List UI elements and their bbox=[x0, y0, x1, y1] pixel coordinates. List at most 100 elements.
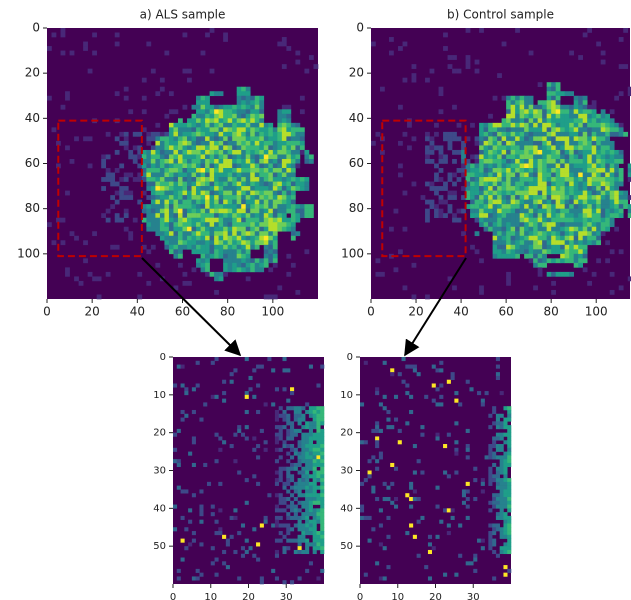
heatmap-cell bbox=[259, 227, 264, 232]
heatmap-cell bbox=[264, 145, 269, 150]
heatmap-cell bbox=[320, 448, 324, 452]
heatmap-cell bbox=[551, 236, 556, 241]
heatmap-cell bbox=[443, 159, 448, 164]
heatmap-cell bbox=[497, 186, 502, 191]
heatmap-cell bbox=[425, 159, 430, 164]
heatmap-cell bbox=[218, 527, 222, 531]
heatmap-cell bbox=[434, 164, 439, 169]
heatmap-cell bbox=[592, 154, 597, 159]
heatmap-cell bbox=[574, 159, 579, 164]
heatmap-cell bbox=[503, 452, 507, 456]
heatmap-cell bbox=[430, 186, 435, 191]
heatmap-cell bbox=[228, 118, 233, 123]
heatmap-cell bbox=[173, 240, 178, 245]
x-tick-label: 20 bbox=[242, 592, 255, 600]
heatmap-cell bbox=[462, 489, 466, 493]
heatmap-cell bbox=[379, 523, 383, 527]
heatmap-cell bbox=[119, 186, 124, 191]
heatmap-cell bbox=[520, 182, 525, 187]
heatmap-cell bbox=[583, 218, 588, 223]
heatmap-cell bbox=[250, 267, 255, 272]
heatmap-cell bbox=[421, 195, 426, 200]
heatmap-cell bbox=[511, 177, 516, 182]
heatmap-cell bbox=[520, 213, 525, 218]
heatmap-cell bbox=[493, 222, 498, 227]
heatmap-cell bbox=[301, 523, 305, 527]
heatmap-cell bbox=[275, 523, 279, 527]
heatmap-cell bbox=[201, 231, 206, 236]
heatmap-cell bbox=[515, 105, 520, 110]
heatmap-cell bbox=[83, 42, 88, 47]
heatmap-cell bbox=[305, 482, 309, 486]
heatmap-cell bbox=[298, 444, 302, 448]
heatmap-cell bbox=[279, 425, 283, 429]
heatmap-cell bbox=[205, 245, 210, 250]
heatmap-cell bbox=[587, 114, 592, 119]
heatmap-cell bbox=[368, 516, 372, 520]
heatmap-cell bbox=[601, 186, 606, 191]
heatmap-cell bbox=[596, 173, 601, 178]
heatmap-cell bbox=[524, 96, 529, 101]
heatmap-cell bbox=[574, 150, 579, 155]
heatmap-cell bbox=[215, 531, 219, 535]
heatmap-cell bbox=[320, 455, 324, 459]
heatmap-cell bbox=[215, 459, 219, 463]
heatmap-cell bbox=[497, 73, 502, 78]
heatmap-cell bbox=[196, 263, 201, 268]
heatmap-cell bbox=[551, 195, 556, 200]
heatmap-cell bbox=[475, 195, 480, 200]
heatmap-cell bbox=[533, 114, 538, 119]
heatmap-cell bbox=[155, 186, 160, 191]
heatmap-cell bbox=[279, 501, 283, 505]
heatmap-cell bbox=[282, 425, 286, 429]
heatmap-cell bbox=[241, 245, 246, 250]
heatmap-cell bbox=[110, 204, 115, 209]
heatmap-cell bbox=[286, 191, 291, 196]
heatmap-cell bbox=[484, 136, 489, 141]
heatmap-cell bbox=[304, 204, 309, 209]
heatmap-cell bbox=[228, 132, 233, 137]
heatmap-cell bbox=[473, 478, 477, 482]
heatmap-cell bbox=[596, 182, 601, 187]
heatmap-cell bbox=[614, 182, 619, 187]
heatmap-cell bbox=[488, 177, 493, 182]
heatmap-cell bbox=[178, 136, 183, 141]
heatmap-cell bbox=[457, 123, 462, 128]
heatmap-cell bbox=[583, 100, 588, 105]
heatmap-cell bbox=[454, 421, 458, 425]
heatmap-cell bbox=[255, 240, 260, 245]
heatmap-cell bbox=[305, 569, 309, 573]
heatmap-cell bbox=[497, 164, 502, 169]
heatmap-cell bbox=[610, 109, 615, 114]
heatmap-cell bbox=[196, 191, 201, 196]
heatmap-cell bbox=[255, 109, 260, 114]
heatmap-cell bbox=[316, 501, 320, 505]
heatmap-cell bbox=[583, 249, 588, 254]
heatmap-cell bbox=[556, 118, 561, 123]
heatmap-cell bbox=[228, 177, 233, 182]
heatmap-cell bbox=[497, 154, 502, 159]
heatmap-cell bbox=[488, 414, 492, 418]
heatmap-cell bbox=[538, 173, 543, 178]
heatmap-cell bbox=[524, 145, 529, 150]
heatmap-cell bbox=[320, 486, 324, 490]
heatmap-cell bbox=[529, 150, 534, 155]
heatmap-cell bbox=[605, 222, 610, 227]
heatmap-cell bbox=[264, 516, 268, 520]
panel: 010203001020304050 bbox=[340, 352, 511, 600]
heatmap-cell bbox=[569, 109, 574, 114]
heatmap-cell bbox=[587, 191, 592, 196]
heatmap-cell bbox=[146, 168, 151, 173]
heatmap-cell bbox=[316, 448, 320, 452]
heatmap-cell bbox=[515, 186, 520, 191]
heatmap-cell bbox=[574, 245, 579, 250]
heatmap-cell bbox=[173, 159, 178, 164]
heatmap-cell bbox=[574, 209, 579, 214]
heatmap-cell bbox=[583, 231, 588, 236]
heatmap-cell bbox=[492, 501, 496, 505]
heatmap-cell bbox=[160, 141, 165, 146]
heatmap-cell bbox=[286, 141, 291, 146]
heatmap-cell bbox=[556, 213, 561, 218]
heatmap-cell bbox=[214, 222, 219, 227]
heatmap-cell bbox=[290, 478, 294, 482]
